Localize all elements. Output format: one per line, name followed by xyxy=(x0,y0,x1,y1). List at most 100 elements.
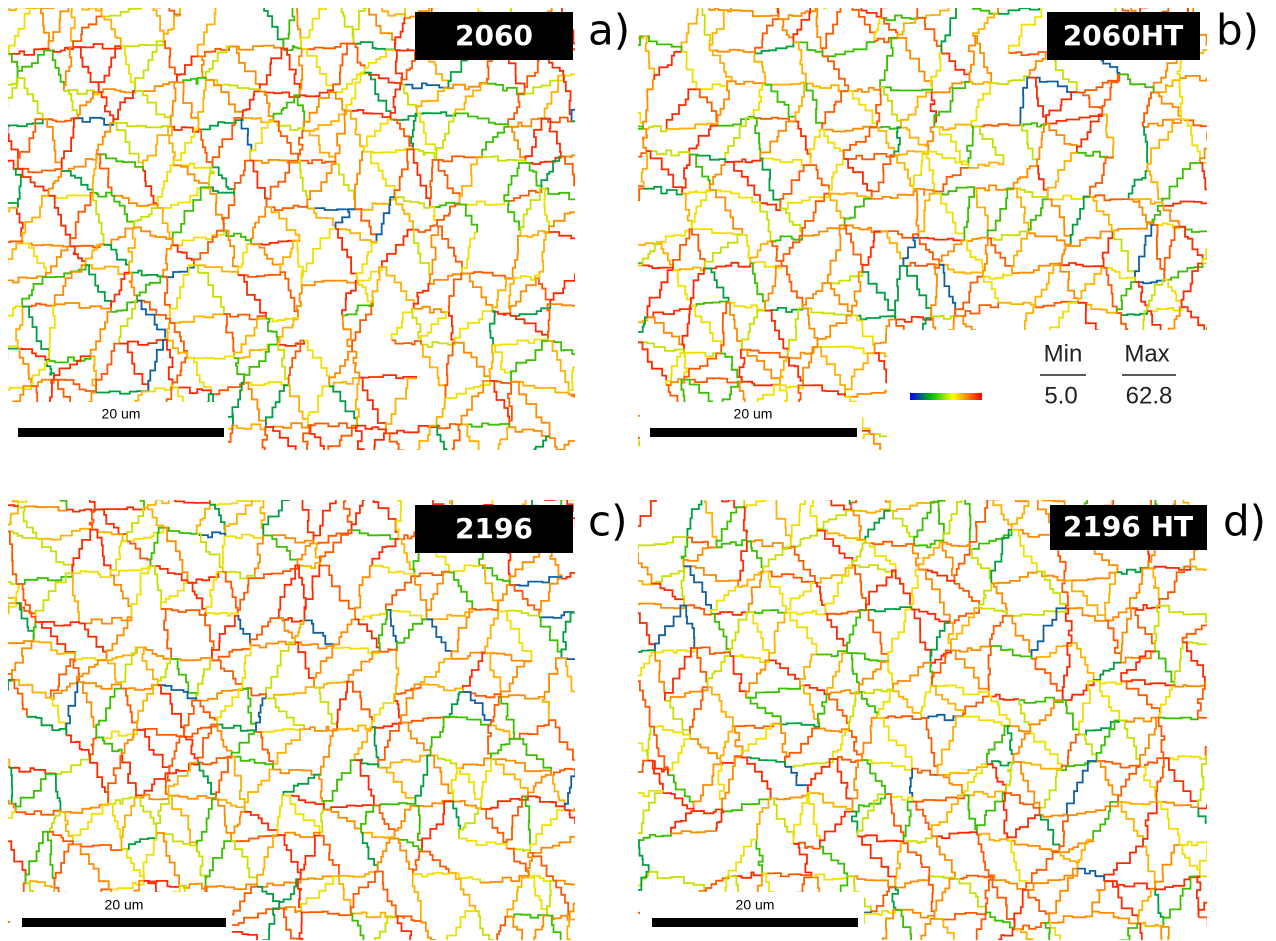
grain-boundary xyxy=(793,42,805,83)
grain-boundary xyxy=(158,165,174,208)
grain-boundary xyxy=(820,812,853,847)
grain-boundary xyxy=(353,44,364,73)
grain-boundary xyxy=(565,799,596,811)
grain-boundary xyxy=(720,450,751,456)
grain-boundary xyxy=(437,426,451,468)
grain-boundary xyxy=(347,111,364,152)
grain-boundary xyxy=(166,0,180,16)
grain-boundary xyxy=(845,353,875,397)
grain-boundary xyxy=(396,651,399,694)
grain-boundary xyxy=(610,722,648,761)
grain-boundary xyxy=(628,872,649,890)
grain-boundary xyxy=(931,623,950,663)
grain-boundary xyxy=(297,488,341,494)
grain-boundary xyxy=(525,0,554,3)
grain-boundary xyxy=(336,2,354,43)
grain-boundary xyxy=(754,118,761,159)
grain-boundary xyxy=(263,535,313,543)
grain-boundary xyxy=(690,739,721,764)
grain-boundary xyxy=(18,349,31,386)
grain-boundary xyxy=(788,358,803,386)
grain-boundary xyxy=(877,128,894,156)
grain-boundary xyxy=(93,193,104,245)
grain-boundary xyxy=(852,464,892,470)
grain-boundary xyxy=(321,0,336,2)
grain-boundary xyxy=(1009,6,1048,53)
grain-boundary xyxy=(1012,499,1037,530)
grain-boundary xyxy=(0,264,2,281)
grain-boundary xyxy=(828,283,852,315)
grain-boundary xyxy=(770,491,806,498)
grain-boundary xyxy=(224,231,238,276)
grain-boundary xyxy=(636,317,648,342)
grain-boundary xyxy=(781,236,802,266)
grain-boundary xyxy=(267,206,308,211)
grain-boundary xyxy=(333,619,355,648)
grain-boundary xyxy=(652,566,684,583)
grain-boundary xyxy=(380,649,397,651)
grain-boundary xyxy=(530,834,583,853)
grain-boundary xyxy=(541,189,587,204)
grain-boundary xyxy=(274,95,300,121)
grain-boundary xyxy=(892,888,898,910)
grain-boundary xyxy=(826,565,853,613)
grain-boundary xyxy=(931,92,937,127)
grain-boundary xyxy=(964,240,983,276)
grain-boundary xyxy=(278,345,289,386)
grain-boundary xyxy=(414,307,449,313)
grain-boundary xyxy=(1101,0,1122,1)
legend-min-label: Min xyxy=(1044,340,1083,367)
grain-boundary xyxy=(545,76,564,119)
grain-boundary xyxy=(307,164,335,208)
grain-boundary xyxy=(0,641,34,645)
grain-boundary xyxy=(822,0,845,2)
grain-boundary xyxy=(455,113,508,126)
grain-boundary xyxy=(760,159,780,209)
grain-boundary xyxy=(198,46,230,56)
grain-boundary xyxy=(113,91,135,123)
grain-boundary xyxy=(169,763,198,796)
grain-boundary xyxy=(238,578,255,616)
grain-boundary xyxy=(295,642,314,687)
grain-boundary xyxy=(504,201,520,236)
grain-boundary xyxy=(1071,197,1090,246)
grain-boundary xyxy=(460,157,483,205)
grain-boundary xyxy=(935,879,955,919)
grain-boundary xyxy=(848,91,877,127)
grain-boundary xyxy=(352,352,359,378)
grain-boundary xyxy=(750,263,765,310)
grain-boundary xyxy=(422,802,453,852)
grain-boundary xyxy=(251,618,279,645)
scale-bar xyxy=(18,428,224,437)
grain-boundary xyxy=(595,758,629,794)
grain-boundary xyxy=(1040,815,1060,852)
grain-boundary xyxy=(1044,923,1049,941)
grain-boundary xyxy=(649,872,704,891)
grain-boundary xyxy=(971,83,991,126)
grain-boundary xyxy=(895,876,929,887)
grain-boundary xyxy=(539,617,561,658)
grain-boundary xyxy=(455,343,490,381)
grain-boundary xyxy=(164,41,177,82)
grain-boundary xyxy=(643,129,647,151)
grain-boundary xyxy=(1090,197,1112,231)
grain-boundary xyxy=(1184,457,1217,462)
grain-boundary xyxy=(1006,762,1014,793)
grain-boundary xyxy=(102,4,149,17)
grain-boundary xyxy=(610,620,621,654)
grain-boundary xyxy=(800,655,816,686)
grain-boundary xyxy=(303,425,309,461)
grain-boundary xyxy=(490,345,494,381)
grain-boundary xyxy=(129,273,137,301)
grain-boundary xyxy=(684,378,741,382)
grain-boundary xyxy=(710,162,726,190)
grain-boundary xyxy=(611,129,644,164)
grain-boundary xyxy=(48,832,55,888)
grain-boundary xyxy=(257,0,283,48)
grain-boundary xyxy=(931,650,952,662)
grain-boundary xyxy=(0,349,18,393)
grain-boundary xyxy=(197,799,216,852)
grain-boundary xyxy=(297,2,335,5)
grain-boundary xyxy=(9,768,55,774)
grain-boundary xyxy=(121,689,137,730)
